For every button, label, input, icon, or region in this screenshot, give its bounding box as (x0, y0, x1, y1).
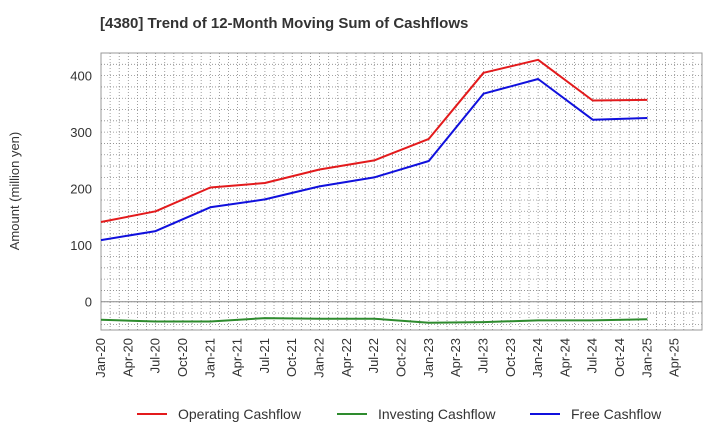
x-tick-label: Oct-24 (612, 338, 627, 377)
legend-label: Free Cashflow (571, 406, 662, 422)
legend-label: Operating Cashflow (178, 406, 302, 422)
x-tick-label: Apr-21 (230, 338, 245, 377)
x-tick-label: Jan-23 (421, 338, 436, 378)
y-tick-label: 400 (70, 69, 92, 84)
x-tick-label: Apr-24 (557, 338, 572, 377)
x-tick-label: Jan-20 (93, 338, 108, 378)
x-tick-label: Jan-25 (639, 338, 654, 378)
x-tick-label: Jul-22 (366, 338, 381, 373)
x-tick-label: Jan-24 (530, 338, 545, 378)
x-tick-label: Jul-20 (148, 338, 163, 373)
y-tick-label: 0 (85, 295, 92, 310)
y-tick-label: 100 (70, 238, 92, 253)
chart-title: [4380] Trend of 12-Month Moving Sum of C… (100, 15, 469, 32)
x-tick-label: Jan-21 (202, 338, 217, 378)
x-tick-label: Oct-21 (284, 338, 299, 377)
series-line (100, 317, 648, 324)
x-tick-label: Jul-24 (585, 338, 600, 373)
x-tick-label: Jan-22 (312, 338, 327, 378)
series-line (100, 58, 648, 223)
y-tick-label: 200 (70, 182, 92, 197)
x-tick-label: Jul-21 (257, 338, 272, 373)
x-tick-label: Oct-22 (394, 338, 409, 377)
x-tick-label: Apr-22 (339, 338, 354, 377)
y-tick-label: 300 (70, 125, 92, 140)
x-tick-label: Oct-20 (175, 338, 190, 377)
x-tick-label: Apr-23 (448, 338, 463, 377)
y-axis-label: Amount (million yen) (7, 132, 22, 251)
x-tick-label: Jul-23 (475, 338, 490, 373)
x-tick-label: Apr-20 (120, 338, 135, 377)
series-line (100, 78, 648, 242)
x-tick-label: Apr-25 (667, 338, 682, 377)
legend-label: Investing Cashflow (378, 406, 496, 422)
x-tick-label: Oct-23 (503, 338, 518, 377)
